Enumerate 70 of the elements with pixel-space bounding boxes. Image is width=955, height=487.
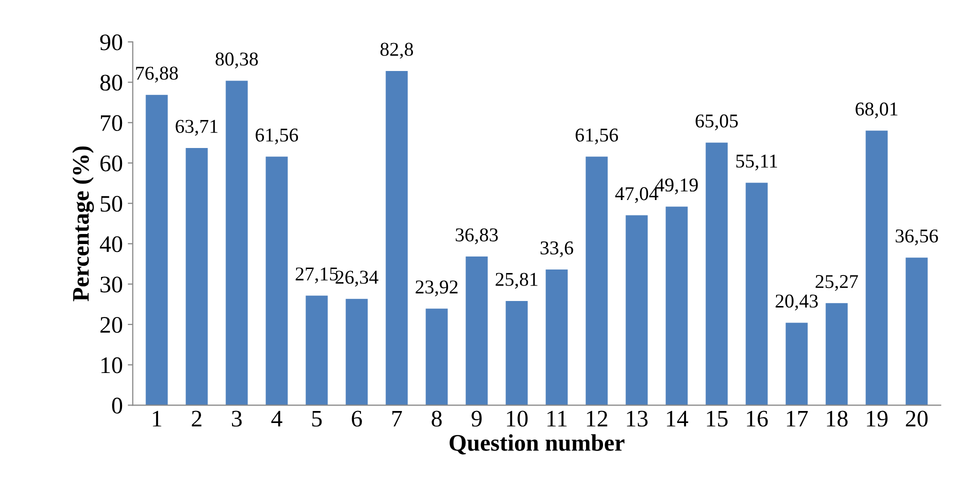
bar: [746, 182, 768, 406]
y-tick-label: 40: [100, 236, 122, 252]
x-tick-label: 5: [312, 410, 322, 427]
data-label: 20,43: [776, 294, 818, 310]
x-tick-label: 1: [152, 410, 162, 426]
x-tick-label: 8: [432, 410, 442, 427]
data-label: 33,6: [540, 241, 574, 258]
bar: [586, 156, 608, 406]
x-tick-label: 12: [586, 410, 608, 426]
x-tick-label: 11: [547, 410, 567, 426]
data-label: 25,27: [816, 275, 858, 291]
data-label: 80,38: [216, 52, 258, 68]
y-axis-title: Percentage (%): [72, 146, 94, 302]
data-label: 82,8: [380, 42, 413, 59]
bar: [266, 156, 288, 406]
x-tick-label: 15: [706, 410, 728, 427]
x-tick-label: 10: [506, 410, 528, 427]
x-tick-label: 7: [392, 410, 402, 426]
data-label: 55,11: [736, 154, 778, 170]
y-tick-label: 0: [112, 398, 122, 414]
bar: [666, 206, 688, 406]
y-tick-label: 70: [100, 115, 122, 132]
x-tick-label: 4: [271, 410, 282, 426]
x-tick-label: 16: [746, 410, 768, 427]
data-label: 76,88: [136, 66, 178, 83]
x-axis-title: Question number: [450, 434, 624, 454]
y-tick-label: 50: [100, 196, 122, 212]
data-label: 61,56: [256, 128, 298, 144]
x-tick-label: 3: [232, 410, 242, 427]
data-label: 63,71: [176, 120, 218, 136]
data-label: 36,83: [456, 228, 498, 244]
bar: [226, 80, 248, 406]
data-label: 26,34: [336, 270, 378, 287]
x-tick-label: 20: [906, 410, 928, 427]
bar: [426, 308, 448, 406]
bar: [826, 303, 848, 406]
bar: [506, 300, 528, 406]
x-tick-label: 14: [666, 410, 688, 426]
bar: [346, 298, 368, 406]
x-tick-label: 18: [826, 410, 848, 427]
bar: [306, 296, 328, 406]
data-label: 61,56: [576, 128, 618, 144]
bar: [186, 148, 208, 406]
bar: [546, 270, 568, 406]
y-tick-label: 20: [100, 316, 122, 333]
x-tick-label: 2: [192, 410, 202, 426]
y-tick-label: 30: [100, 276, 122, 293]
x-tick-label: 17: [786, 410, 808, 426]
data-label: 36,56: [896, 229, 938, 246]
bar: [706, 142, 728, 406]
bar: [866, 130, 888, 406]
data-label: 25,81: [496, 272, 538, 289]
data-label: 23,92: [416, 280, 458, 296]
x-tick-label: 13: [626, 410, 648, 427]
x-tick-label: 6: [352, 410, 362, 427]
bar: [786, 322, 808, 406]
data-label: 68,01: [856, 102, 898, 118]
bar: [626, 215, 648, 406]
x-tick-label: 9: [472, 410, 482, 427]
x-tick-label: 19: [866, 410, 888, 427]
bar: [386, 70, 408, 406]
bar: [146, 94, 168, 406]
bar: [466, 256, 488, 406]
y-tick-label: 90: [100, 34, 122, 50]
bar: [906, 258, 928, 406]
y-tick-label: 80: [100, 74, 122, 91]
y-tick-label: 10: [101, 357, 122, 374]
y-tick-label: 60: [100, 155, 122, 172]
data-label: 27,15: [296, 267, 338, 284]
data-label: 65,05: [696, 114, 738, 130]
